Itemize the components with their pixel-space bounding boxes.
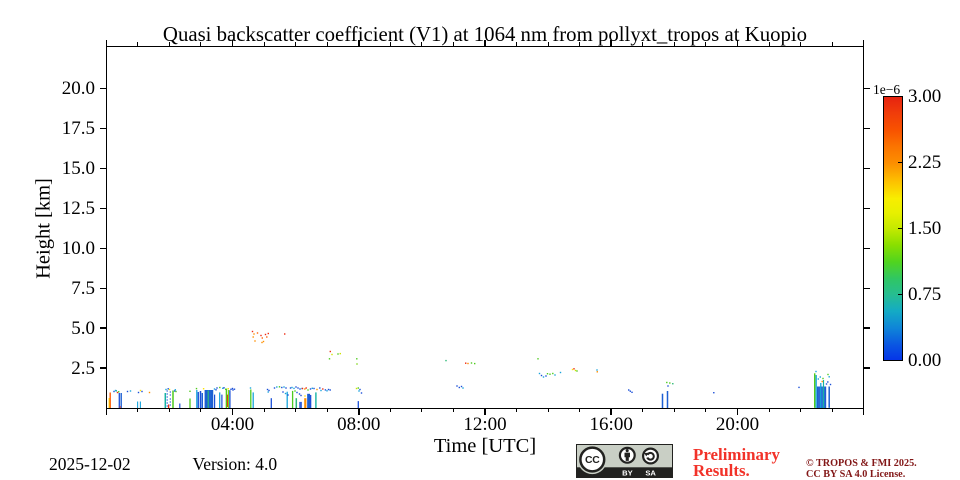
svg-text:SA: SA [645,468,656,477]
svg-text:BY: BY [622,468,633,477]
svg-text:CC: CC [585,455,600,466]
